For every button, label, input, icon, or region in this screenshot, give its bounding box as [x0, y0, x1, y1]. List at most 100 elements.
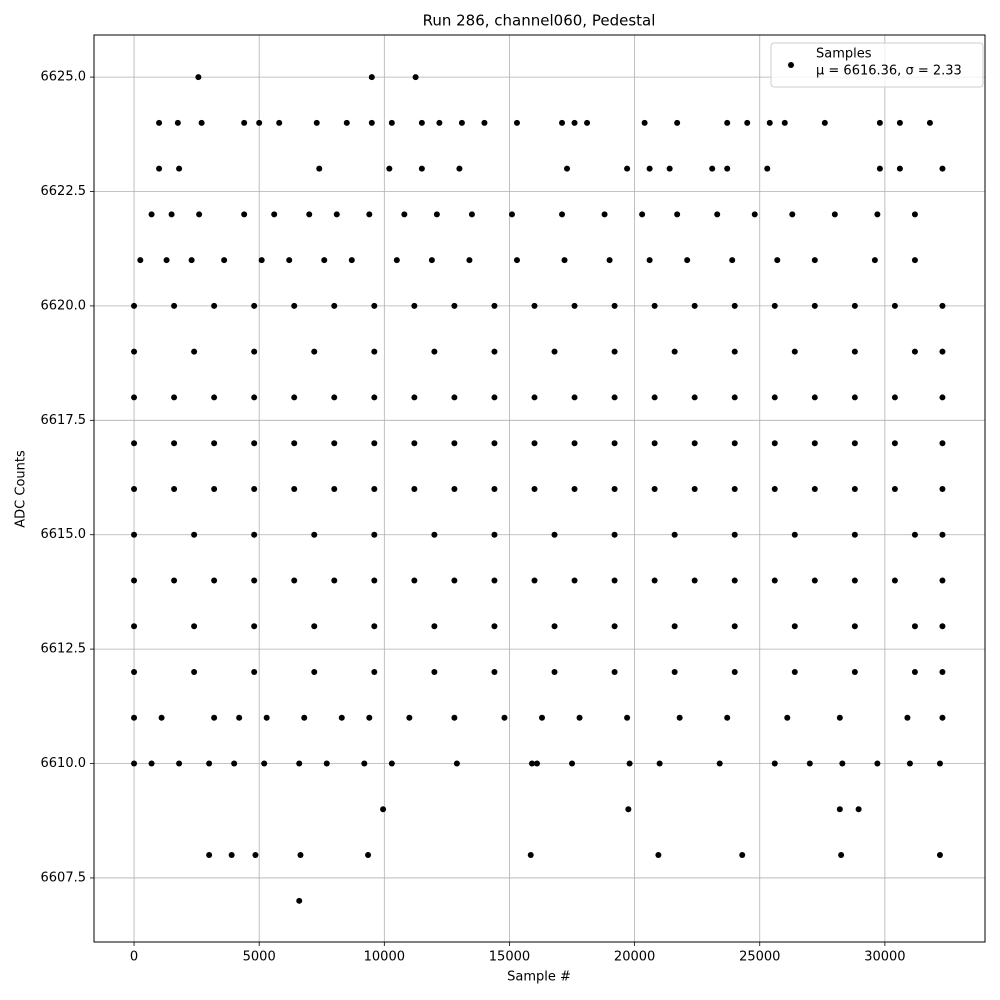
- point: [388, 119, 395, 126]
- point: [624, 165, 631, 172]
- point: [656, 760, 663, 767]
- point: [611, 669, 618, 676]
- point: [791, 669, 798, 676]
- point: [388, 760, 395, 767]
- point: [331, 440, 338, 447]
- point: [418, 119, 425, 126]
- point: [316, 165, 323, 172]
- point: [671, 531, 678, 538]
- point: [131, 485, 138, 492]
- point: [911, 348, 918, 355]
- point: [228, 852, 235, 859]
- point: [676, 714, 683, 721]
- point: [366, 714, 373, 721]
- point: [571, 485, 578, 492]
- point: [891, 302, 898, 309]
- point: [171, 577, 178, 584]
- point: [576, 714, 583, 721]
- point: [174, 119, 181, 126]
- point: [431, 531, 438, 538]
- point: [791, 623, 798, 630]
- point: [531, 394, 538, 401]
- point: [539, 714, 546, 721]
- point: [371, 669, 378, 676]
- point: [561, 257, 568, 264]
- x-tick-label: 25000: [739, 950, 780, 965]
- point: [771, 394, 778, 401]
- point: [291, 577, 298, 584]
- point: [333, 211, 340, 218]
- y-tick-label: 6607.5: [41, 870, 87, 885]
- point: [911, 623, 918, 630]
- point: [296, 897, 303, 904]
- point: [674, 119, 681, 126]
- point: [601, 211, 608, 218]
- point: [651, 302, 658, 309]
- point: [651, 394, 658, 401]
- point: [297, 852, 304, 859]
- point: [731, 531, 738, 538]
- legend-box: [770, 42, 984, 88]
- point: [639, 211, 646, 218]
- point: [611, 348, 618, 355]
- point: [851, 394, 858, 401]
- point: [666, 165, 673, 172]
- point: [811, 440, 818, 447]
- x-tick-label: 15000: [489, 950, 530, 965]
- point: [714, 211, 721, 218]
- point: [251, 394, 258, 401]
- y-axis-label: ADC Counts: [14, 450, 29, 528]
- point: [571, 394, 578, 401]
- point: [551, 531, 558, 538]
- y-tick-label: 6615.0: [41, 527, 87, 542]
- point: [871, 257, 878, 264]
- point: [531, 577, 538, 584]
- point: [221, 257, 228, 264]
- point: [939, 485, 946, 492]
- point: [211, 440, 218, 447]
- point: [611, 531, 618, 538]
- point: [198, 119, 205, 126]
- point: [624, 714, 631, 721]
- point: [331, 485, 338, 492]
- point: [936, 760, 943, 767]
- point: [411, 394, 418, 401]
- point: [211, 302, 218, 309]
- point: [311, 348, 318, 355]
- point: [571, 302, 578, 309]
- point: [380, 806, 387, 813]
- point: [241, 119, 248, 126]
- point: [251, 302, 258, 309]
- point: [671, 623, 678, 630]
- point: [456, 165, 463, 172]
- point: [451, 485, 458, 492]
- point: [851, 348, 858, 355]
- point: [188, 257, 195, 264]
- point: [811, 302, 818, 309]
- point: [641, 119, 648, 126]
- point: [211, 485, 218, 492]
- point: [291, 440, 298, 447]
- point: [891, 394, 898, 401]
- point: [911, 211, 918, 218]
- point: [851, 577, 858, 584]
- point: [168, 211, 175, 218]
- point: [366, 211, 373, 218]
- point: [739, 852, 746, 859]
- point: [626, 760, 633, 767]
- point: [651, 485, 658, 492]
- point: [436, 119, 443, 126]
- point: [811, 485, 818, 492]
- point: [148, 211, 155, 218]
- point: [306, 211, 313, 218]
- point: [839, 760, 846, 767]
- point: [911, 257, 918, 264]
- point: [261, 760, 268, 767]
- point: [171, 394, 178, 401]
- point: [491, 302, 498, 309]
- point: [611, 485, 618, 492]
- point: [939, 165, 946, 172]
- point: [508, 211, 515, 218]
- point: [691, 485, 698, 492]
- y-tick-label: 6610.0: [41, 756, 87, 771]
